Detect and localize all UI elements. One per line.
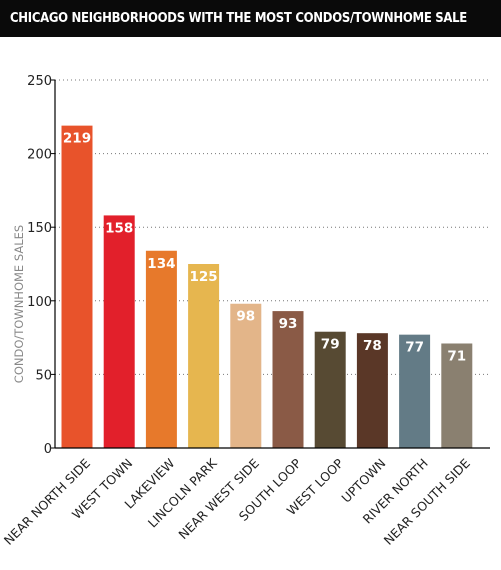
y-axis-label: CONDO/TOWNHOME SALES: [12, 225, 26, 383]
y-tick-label: 200: [27, 148, 52, 163]
bar: [61, 125, 93, 448]
bar: [314, 331, 346, 448]
bar: [272, 311, 304, 448]
bar-value-label: 93: [279, 316, 298, 332]
bar: [441, 343, 473, 448]
axes: [50, 79, 490, 449]
bar-value-label: 79: [321, 337, 340, 353]
y-tick-label: 100: [27, 295, 52, 310]
bar: [145, 250, 177, 448]
bar: [188, 264, 220, 448]
bar-value-label: 158: [105, 220, 133, 236]
bar-value-label: 78: [363, 338, 382, 354]
bars: 219 158 134 125 98 93 79 78 77 71: [61, 125, 473, 448]
bar: [399, 334, 431, 448]
bar-value-label: 134: [147, 256, 175, 272]
bar: [103, 215, 135, 448]
y-tick-label: 250: [27, 74, 52, 89]
bar-value-label: 71: [447, 348, 466, 364]
chart-title: CHICAGO NEIGHBORHOODS WITH THE MOST COND…: [10, 11, 467, 26]
bar-value-label: 98: [236, 309, 255, 325]
bar: [356, 333, 388, 448]
y-tick-labels: 0 50 100 150 200 250: [27, 74, 52, 457]
bar-value-label: 125: [190, 269, 218, 285]
y-tick-label: 50: [35, 368, 52, 383]
bar-value-label: 219: [63, 131, 91, 147]
title-bar: CHICAGO NEIGHBORHOODS WITH THE MOST COND…: [0, 0, 501, 37]
y-tick-label: 0: [44, 442, 52, 457]
y-tick-label: 150: [27, 221, 52, 236]
bar-chart: 219 158 134 125 98 93 79 78 77 71 0 50 100 150 200 250…: [1, 74, 490, 548]
bar-value-label: 77: [405, 340, 424, 356]
bar: [230, 303, 262, 448]
